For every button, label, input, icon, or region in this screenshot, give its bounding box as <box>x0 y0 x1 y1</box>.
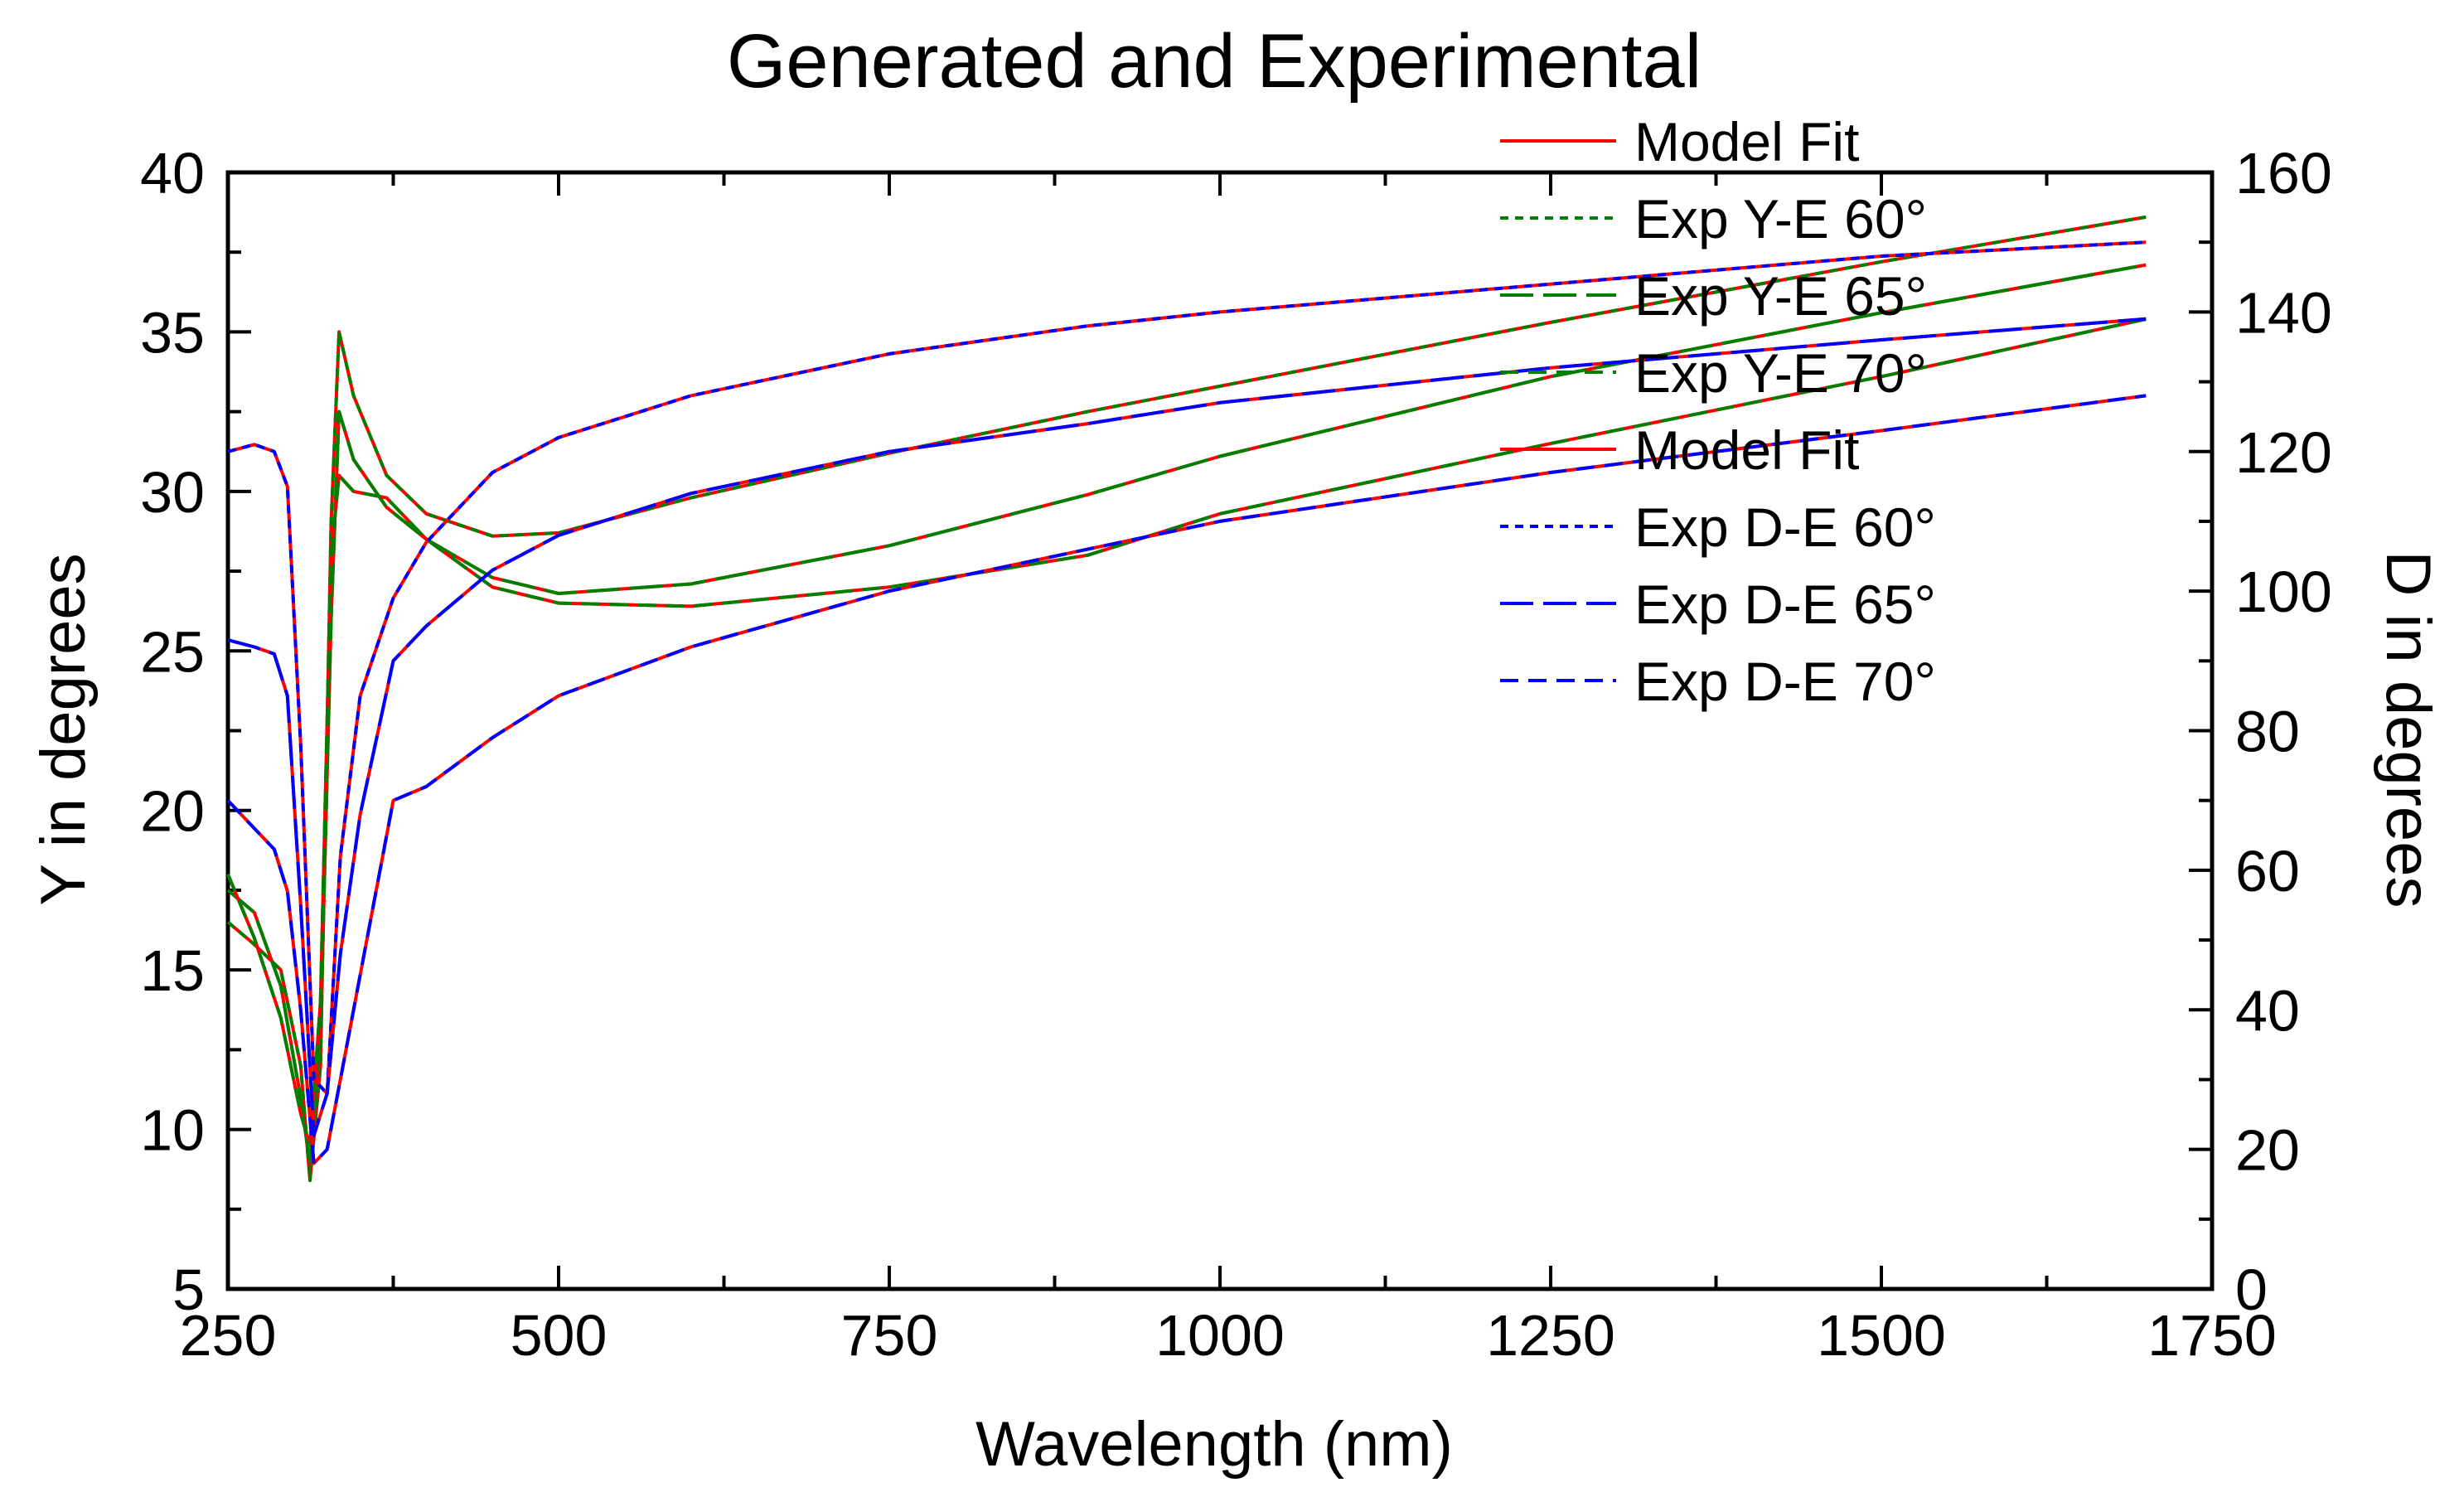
y2-axis-label: D in degrees <box>2373 551 2443 908</box>
y2-tick-label: 140 <box>2235 280 2332 345</box>
y-tick-label: 15 <box>140 938 205 1003</box>
plot-area-frame <box>225 170 2215 1291</box>
legend-label: Exp Y-E 60° <box>1634 188 1927 250</box>
y-tick-label: 35 <box>140 300 205 365</box>
series-line-5 <box>227 317 2147 1137</box>
x-tick-label: 250 <box>180 1303 277 1368</box>
legend-label: Exp Y-E 65° <box>1634 265 1927 327</box>
y2-tick-label: 100 <box>2235 560 2332 624</box>
y-tick-label: 40 <box>140 141 205 206</box>
x-tick-label: 750 <box>841 1303 938 1368</box>
legend-label: Model Fit <box>1634 419 1859 481</box>
x-tick-label: 1250 <box>1486 1303 1615 1368</box>
y2-tick-label: 160 <box>2235 141 2332 206</box>
y2-tick-label: 60 <box>2235 839 2300 904</box>
y2-tick-label: 120 <box>2235 420 2332 485</box>
y-axis-ticks: 5 10 15 20 25 30 35 40 <box>140 141 251 1322</box>
y-tick-label: 30 <box>140 460 205 525</box>
y-tick-label: 20 <box>140 779 205 844</box>
chart-title: Generated and Experimental <box>727 19 1702 104</box>
series-line-2 <box>226 263 2147 1166</box>
x-tick-label: 500 <box>511 1303 608 1368</box>
series-layer <box>226 215 2147 1183</box>
y2-tick-label: 0 <box>2235 1257 2268 1322</box>
legend-label: Exp D-E 70° <box>1634 651 1936 712</box>
x-axis-ticks: 250 500 750 1000 1250 1500 1750 <box>180 172 2277 1368</box>
y2-tick-label: 20 <box>2235 1118 2300 1183</box>
series-line-4 <box>227 240 2147 1096</box>
series-line-3 <box>226 317 2147 1147</box>
y2-axis-ticks: 0 20 40 60 80 100 120 140 160 <box>2189 141 2332 1322</box>
y-tick-label: 25 <box>140 619 205 684</box>
x-axis-label: Wavelength (nm) <box>975 1409 1453 1480</box>
x-tick-label: 1750 <box>2147 1303 2277 1368</box>
x-tick-label: 1000 <box>1155 1303 1285 1368</box>
y2-tick-label: 40 <box>2235 978 2300 1043</box>
legend-label: Exp D-E 60° <box>1634 497 1936 558</box>
legend-label: Model Fit <box>1634 111 1859 172</box>
y-tick-label: 5 <box>172 1257 205 1322</box>
x-tick-label: 1500 <box>1817 1303 1946 1368</box>
legend-label: Exp D-E 65° <box>1634 574 1936 635</box>
legend-label: Exp Y-E 70° <box>1634 342 1927 404</box>
series-line-6 <box>226 394 2147 1165</box>
legend: Model Fit Exp Y-E 60° Exp Y-E 65° Exp Y-E 7… <box>1500 111 1936 712</box>
y-axis-label: Y in degrees <box>28 553 99 905</box>
model-fit-line-1 <box>226 215 2147 1183</box>
y2-tick-label: 80 <box>2235 700 2300 764</box>
y-tick-label: 10 <box>140 1098 205 1163</box>
